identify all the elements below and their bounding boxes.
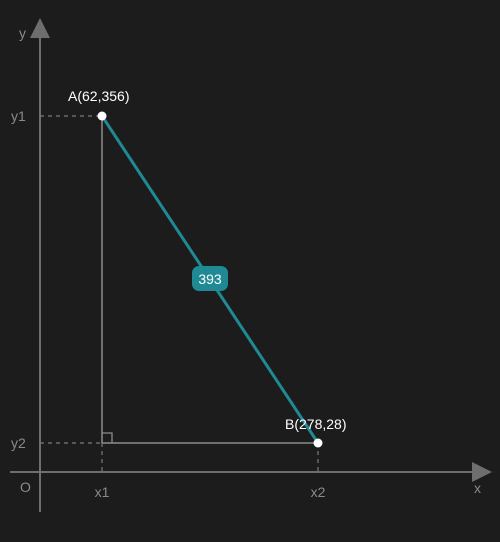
distance-value: 393 — [198, 271, 222, 287]
x-axis-label: x — [474, 480, 481, 496]
point-a-label: A(62,356) — [68, 88, 129, 104]
tick-y1: y1 — [11, 108, 26, 124]
point-b-label: B(278,28) — [285, 416, 346, 432]
tick-x1: x1 — [95, 484, 110, 500]
y-axis-label: y — [19, 25, 26, 41]
origin-label: O — [20, 479, 31, 495]
distance-badge: 393 — [192, 266, 228, 291]
right-angle-icon — [102, 433, 112, 443]
tick-x2: x2 — [311, 484, 326, 500]
point-a — [98, 112, 107, 121]
tick-y2: y2 — [11, 435, 26, 451]
point-b — [314, 439, 323, 448]
